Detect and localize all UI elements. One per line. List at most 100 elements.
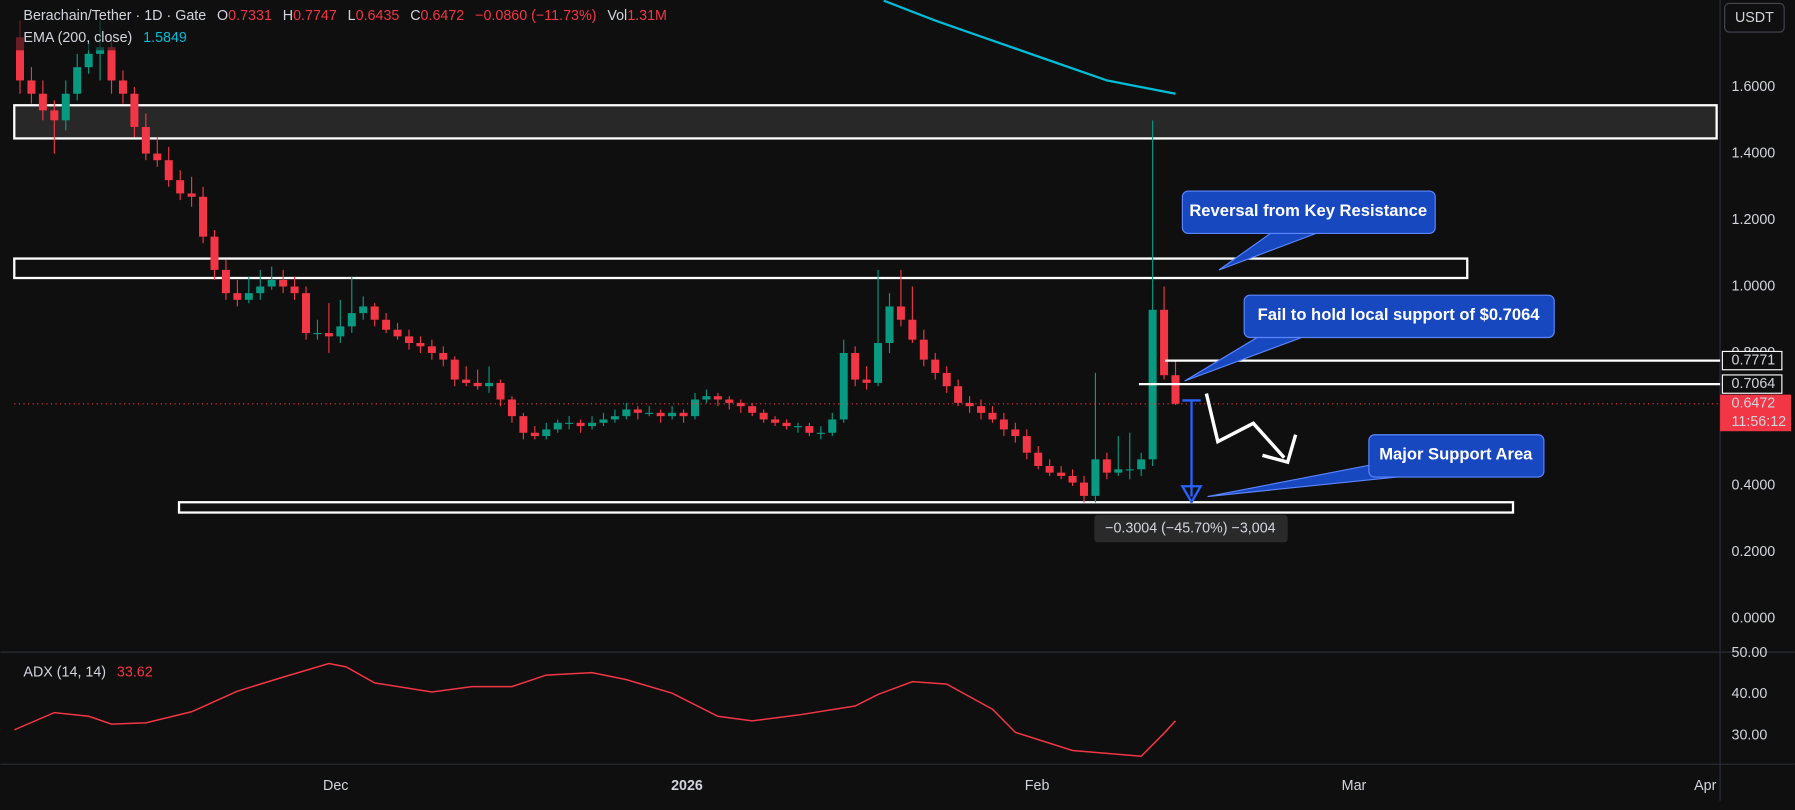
candle-body — [164, 160, 173, 181]
candle-body — [748, 406, 757, 413]
candle-body — [210, 236, 219, 270]
vol-value: 1.31M — [627, 8, 667, 24]
candle-body — [1068, 475, 1077, 483]
candle-body — [542, 429, 551, 437]
candle-body — [1034, 452, 1043, 466]
y-tick-label: 0.0000 — [1732, 611, 1776, 627]
projection-arrow — [1204, 393, 1286, 459]
candle-body — [1011, 429, 1020, 437]
candle-body — [805, 426, 814, 433]
candle-body — [1137, 459, 1146, 470]
callout-box — [1243, 294, 1555, 339]
key-resistance-zone — [13, 257, 1469, 280]
candle-body — [713, 396, 722, 400]
candle-body — [576, 422, 585, 427]
candle-body — [1022, 436, 1031, 453]
callout-box — [1368, 434, 1545, 478]
candle-body — [977, 406, 986, 413]
zones — [13, 104, 1718, 514]
candle-body — [988, 412, 997, 420]
ema-value: 1.5849 — [143, 30, 187, 46]
candle-body — [679, 412, 688, 417]
o-label: O — [217, 8, 228, 24]
candle-body — [1171, 375, 1180, 404]
annotation: Major Support Area — [1379, 445, 1533, 464]
plot — [13, 0, 1721, 758]
adx-tick-label: 50.00 — [1732, 645, 1768, 661]
candle-body — [965, 402, 974, 407]
candle-body — [896, 306, 905, 320]
candle-body — [874, 343, 883, 383]
adx-line — [13, 662, 1177, 758]
level-label-box — [1721, 350, 1783, 371]
candle-body — [622, 409, 631, 417]
y-tick-label: 1.4000 — [1732, 145, 1776, 161]
candle-body — [15, 37, 25, 81]
candle-body — [999, 419, 1008, 430]
candle-body — [690, 399, 700, 417]
adx-name: ADX (14, 14) — [23, 664, 106, 680]
y-tick-label: 1.0000 — [1732, 278, 1776, 294]
measure-box — [1094, 514, 1288, 543]
candle-body — [393, 329, 402, 337]
candle-body — [279, 279, 288, 287]
currency[interactable]: USDT — [1735, 10, 1774, 26]
last-price-label: 0.6472 — [1732, 396, 1776, 412]
candle-body — [668, 412, 677, 417]
candle-body — [427, 346, 436, 353]
y-tick-label: 1.2000 — [1732, 212, 1776, 228]
ema-name: EMA (200, close) — [23, 30, 132, 46]
c-value: 0.6472 — [421, 8, 465, 24]
candle-body — [256, 286, 265, 294]
candle-body — [359, 306, 368, 314]
candle-body — [141, 126, 150, 154]
candle-body — [267, 279, 276, 287]
level-label-box — [1721, 374, 1783, 394]
candle-body — [153, 153, 162, 161]
candle-body — [1160, 309, 1169, 376]
level-label: 0.7771 — [1732, 352, 1776, 368]
candle-body — [759, 412, 768, 420]
adx-tick-label: 30.00 — [1732, 727, 1768, 743]
candle-body — [462, 379, 471, 383]
candle-body — [771, 419, 780, 423]
candle-body — [1091, 459, 1100, 496]
candle-body — [530, 432, 539, 437]
candle-body — [485, 382, 494, 387]
candle-body — [633, 409, 642, 413]
candle-body — [496, 382, 505, 400]
candle-body — [450, 359, 459, 380]
measure-head — [1180, 485, 1203, 505]
candle-body — [919, 339, 928, 360]
currency-button[interactable] — [1724, 2, 1785, 33]
candle-body — [347, 313, 356, 327]
candle-body — [473, 382, 482, 387]
candle-body — [610, 416, 619, 420]
level-label: 0.7064 — [1732, 376, 1776, 392]
projection-head — [1262, 434, 1298, 465]
annotation: Fail to hold local support of $0.7064 — [1258, 305, 1541, 324]
x-tick-label: Mar — [1342, 778, 1367, 794]
ema-legend: EMA (200, close) 1.5849 — [23, 30, 187, 46]
candle-body — [1114, 469, 1123, 473]
candle-body — [782, 422, 791, 427]
adx-value: 33.62 — [117, 664, 153, 680]
candle-body — [221, 269, 230, 294]
candle-body — [176, 180, 185, 194]
x-tick-label: Apr — [1694, 778, 1716, 794]
candle-body — [862, 379, 871, 383]
vol-label: Vol — [607, 8, 627, 24]
c-label: C — [410, 8, 420, 24]
candle-body — [187, 193, 196, 197]
annotation: Reversal from Key Resistance — [1189, 201, 1427, 220]
candle-body — [954, 386, 963, 403]
candle-body — [656, 412, 665, 417]
symbol: Berachain/Tether · 1D · Gate — [23, 8, 206, 24]
candle-body — [324, 333, 333, 337]
candle-body — [507, 399, 516, 417]
candle-body — [84, 53, 93, 68]
candle-body — [50, 110, 59, 121]
y-tick-label: 0.2000 — [1732, 544, 1776, 560]
candle-body — [118, 80, 127, 94]
measure-label: −0.3004 (−45.70%) −3,004 — [1105, 520, 1276, 536]
